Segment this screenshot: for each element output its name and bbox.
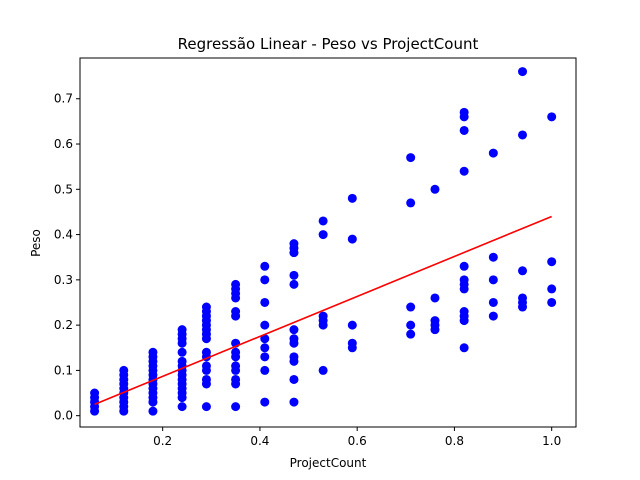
data-point: [260, 334, 270, 344]
data-point: [430, 293, 440, 303]
y-tick-label: 0.7: [54, 92, 73, 106]
y-axis-ticks: 0.0 0.1 0.2 0.3 0.4 0.5 0.6 0.7: [54, 92, 80, 423]
data-point: [201, 374, 211, 384]
data-point: [459, 275, 469, 285]
data-point: [406, 329, 416, 339]
data-point: [90, 388, 100, 398]
data-point: [201, 302, 211, 312]
data-point: [260, 352, 270, 362]
regression-line: [94, 215, 552, 406]
data-point: [318, 230, 328, 240]
data-point: [289, 397, 299, 407]
y-tick-label: 0.6: [54, 137, 73, 151]
data-point: [518, 266, 528, 276]
data-point: [148, 347, 158, 357]
data-point: [459, 261, 469, 271]
data-point: [518, 293, 528, 303]
data-point: [289, 279, 299, 289]
x-tick-label: 0.2: [153, 434, 172, 448]
data-point: [260, 343, 270, 353]
data-point: [201, 361, 211, 371]
data-point: [459, 307, 469, 317]
data-point: [289, 374, 299, 384]
data-point: [406, 320, 416, 330]
regression-line-layer: [94, 215, 552, 406]
data-point: [406, 302, 416, 312]
plot-frame: [79, 57, 577, 428]
y-tick-label: 0.3: [54, 273, 73, 287]
data-point: [289, 334, 299, 344]
data-point: [459, 166, 469, 176]
data-point: [177, 325, 187, 335]
data-point: [318, 311, 328, 321]
data-point: [177, 347, 187, 357]
y-tick-label: 0.2: [54, 318, 73, 332]
data-point: [289, 239, 299, 249]
data-point: [148, 406, 158, 416]
data-point: [231, 279, 241, 289]
data-point: [260, 261, 270, 271]
data-point: [347, 234, 357, 244]
x-axis-ticks: 0.2 0.4 0.6 0.8 1.0: [153, 427, 561, 448]
data-point: [430, 184, 440, 194]
data-point: [459, 343, 469, 353]
data-point: [289, 325, 299, 335]
data-point: [547, 112, 557, 122]
y-axis-label: Peso: [29, 229, 43, 257]
data-point: [201, 347, 211, 357]
data-point: [488, 252, 498, 262]
data-point: [459, 125, 469, 135]
data-point: [231, 374, 241, 384]
x-tick-label: 0.8: [445, 434, 464, 448]
data-point: [260, 275, 270, 285]
y-tick-label: 0.0: [54, 409, 73, 423]
data-point: [260, 397, 270, 407]
data-point: [547, 284, 557, 294]
data-point: [289, 270, 299, 280]
data-point: [260, 365, 270, 375]
y-tick-label: 0.1: [54, 363, 73, 377]
data-point: [119, 365, 129, 375]
data-point: [488, 148, 498, 158]
data-point: [347, 193, 357, 203]
data-point: [518, 67, 528, 77]
data-point: [289, 352, 299, 362]
data-point: [347, 338, 357, 348]
x-tick-label: 0.4: [250, 434, 269, 448]
x-tick-label: 0.6: [348, 434, 367, 448]
data-point: [260, 320, 270, 330]
y-tick-label: 0.5: [54, 182, 73, 196]
data-point: [260, 297, 270, 307]
data-point: [547, 257, 557, 267]
x-tick-label: 1.0: [542, 434, 561, 448]
chart-title: Regressão Linear - Peso vs ProjectCount: [178, 35, 479, 53]
data-point: [406, 153, 416, 163]
data-point: [177, 356, 187, 366]
data-point: [488, 297, 498, 307]
data-point: [201, 402, 211, 412]
x-axis-label: ProjectCount: [290, 456, 367, 470]
y-tick-label: 0.4: [54, 228, 73, 242]
data-point: [231, 307, 241, 317]
data-point: [231, 402, 241, 412]
data-point: [488, 275, 498, 285]
data-point: [231, 361, 241, 371]
data-point: [231, 347, 241, 357]
data-point: [347, 320, 357, 330]
data-point: [177, 402, 187, 412]
data-point: [488, 311, 498, 321]
data-point: [459, 107, 469, 117]
data-point: [547, 297, 557, 307]
data-point: [318, 365, 328, 375]
scatter-points: [90, 67, 557, 416]
data-point: [406, 198, 416, 208]
data-point: [430, 316, 440, 326]
data-point: [318, 216, 328, 226]
data-point: [518, 130, 528, 140]
